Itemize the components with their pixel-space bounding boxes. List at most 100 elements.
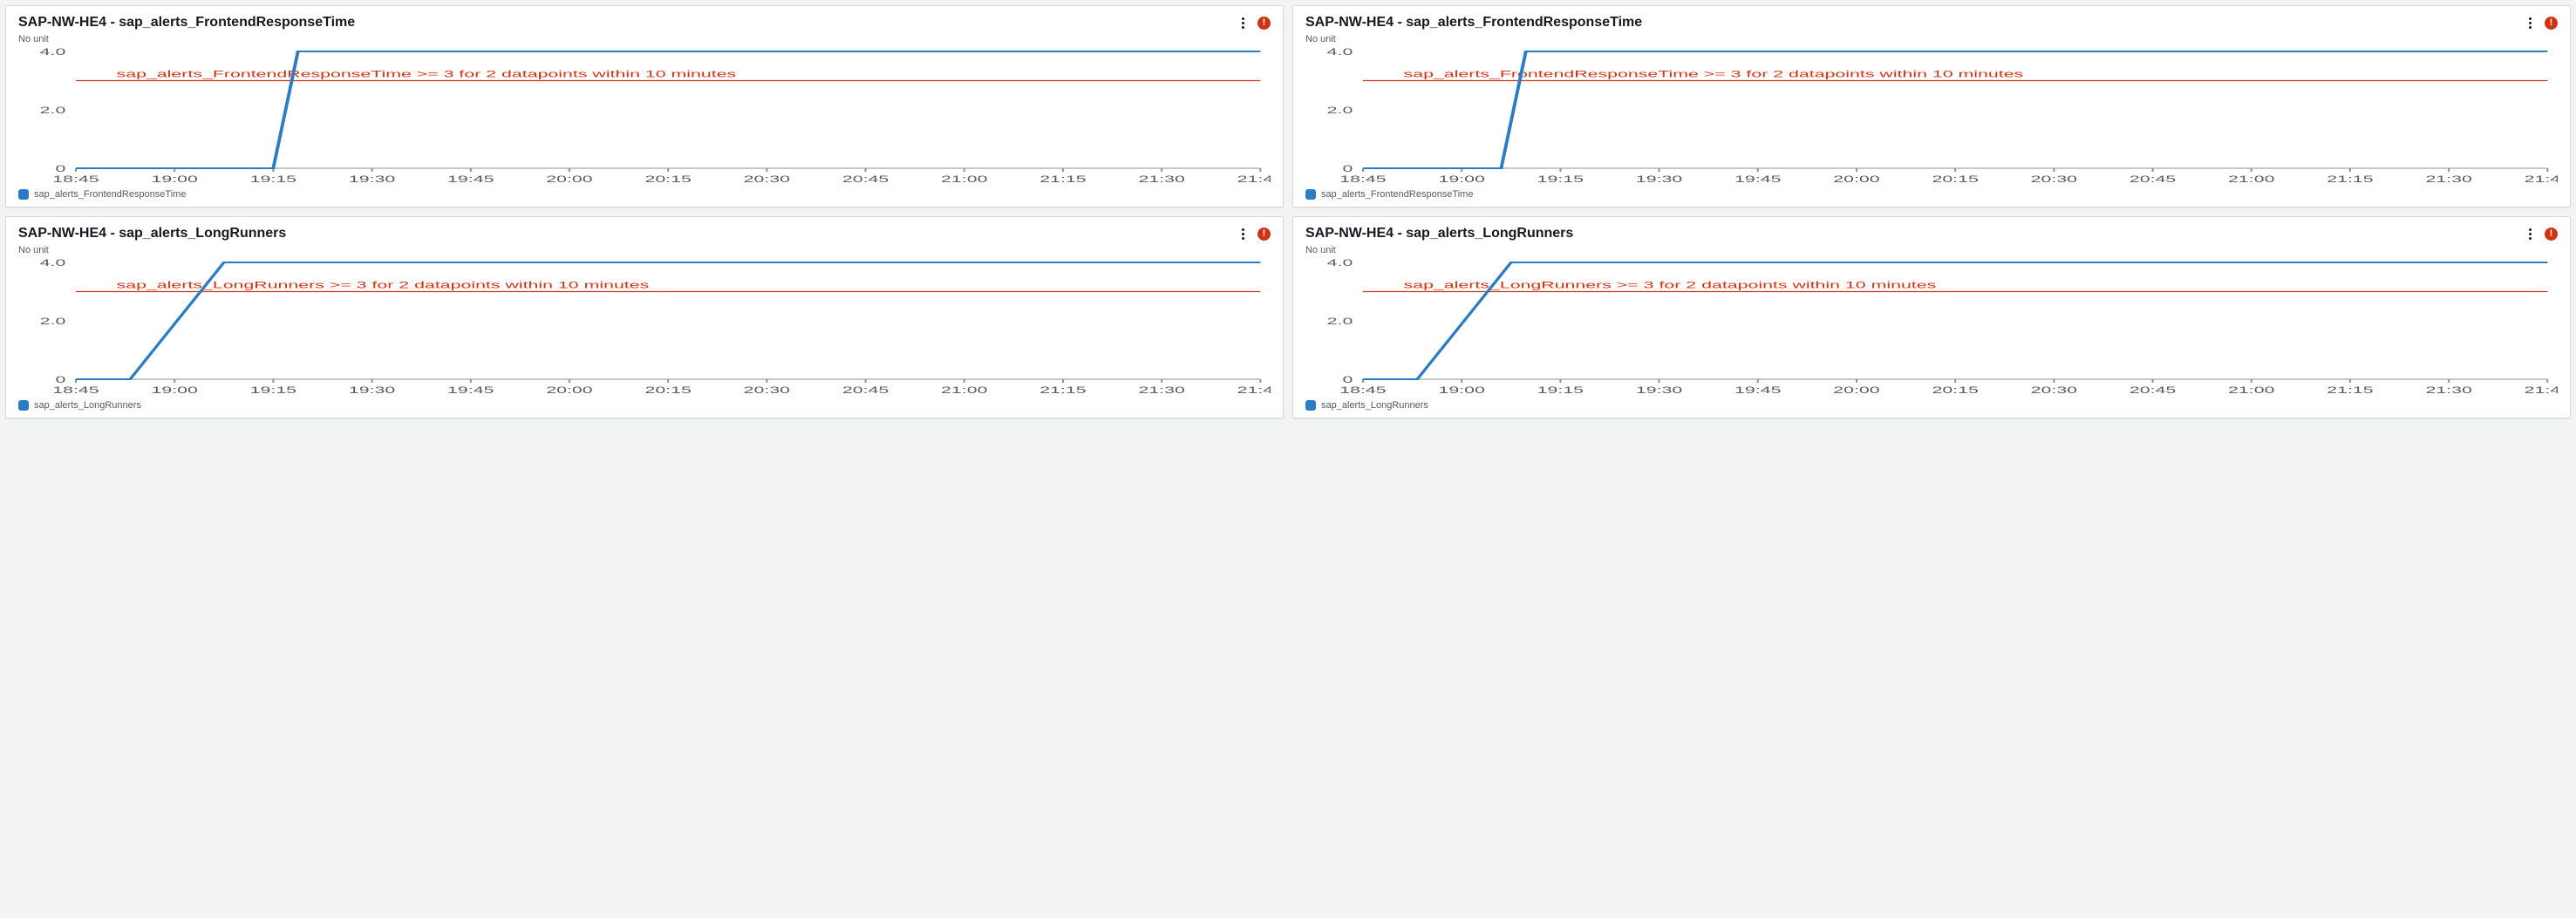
x-tick-label: 20:45 — [842, 173, 889, 184]
x-tick-label: 20:45 — [2130, 384, 2176, 395]
panel-actions: ! — [1237, 228, 1271, 241]
panel-title: SAP-NW-HE4 - sap_alerts_FrontendResponse… — [18, 15, 355, 31]
x-tick-label: 21:15 — [2327, 173, 2373, 184]
legend: sap_alerts_FrontendResponseTime — [1305, 189, 2558, 200]
panel-actions: ! — [2524, 228, 2558, 241]
chart-area: 02.04.018:4519:0019:1519:3019:4520:0020:… — [1305, 257, 2558, 397]
kebab-icon[interactable] — [1237, 17, 1249, 29]
legend: sap_alerts_LongRunners — [18, 400, 1271, 411]
x-tick-label: 20:30 — [2031, 384, 2077, 395]
x-tick-label: 21:15 — [1039, 384, 1086, 395]
x-tick-label: 19:30 — [1636, 173, 1682, 184]
x-tick-label: 19:45 — [447, 384, 494, 395]
threshold-label: sap_alerts_LongRunners >= 3 for 2 datapo… — [117, 280, 650, 290]
y-axis-subtitle: No unit — [1305, 245, 2558, 255]
x-tick-label: 20:15 — [644, 384, 691, 395]
threshold-label: sap_alerts_FrontendResponseTime >= 3 for… — [1404, 69, 2024, 79]
x-tick-label: 20:00 — [546, 173, 592, 184]
x-tick-label: 19:30 — [1636, 384, 1682, 395]
alert-icon[interactable]: ! — [1257, 228, 1271, 241]
x-tick-label: 20:15 — [1932, 384, 1978, 395]
x-tick-label: 19:00 — [151, 384, 197, 395]
panel-header: SAP-NW-HE4 - sap_alerts_FrontendResponse… — [18, 15, 1271, 31]
x-tick-label: 19:00 — [1438, 384, 1484, 395]
panel-title: SAP-NW-HE4 - sap_alerts_LongRunners — [1305, 226, 1573, 241]
x-tick-label: 21:30 — [2425, 384, 2471, 395]
dashboard-grid: SAP-NW-HE4 - sap_alerts_FrontendResponse… — [5, 5, 2571, 418]
kebab-icon[interactable] — [1237, 228, 1249, 240]
metric-panel: SAP-NW-HE4 - sap_alerts_FrontendResponse… — [1292, 5, 2571, 207]
y-tick-label: 2.0 — [40, 105, 66, 115]
chart-svg: 02.04.018:4519:0019:1519:3019:4520:0020:… — [1305, 46, 2558, 186]
kebab-icon[interactable] — [2524, 17, 2536, 29]
x-tick-label: 21:45 — [1237, 384, 1271, 395]
x-tick-label: 19:45 — [1734, 173, 1781, 184]
kebab-icon[interactable] — [2524, 228, 2536, 240]
panel-actions: ! — [1237, 17, 1271, 30]
x-tick-label: 20:30 — [744, 384, 790, 395]
x-tick-label: 19:30 — [349, 173, 395, 184]
panel-header: SAP-NW-HE4 - sap_alerts_LongRunners! — [1305, 226, 2558, 241]
y-axis-subtitle: No unit — [18, 34, 1271, 44]
x-tick-label: 19:15 — [1537, 173, 1584, 184]
x-tick-label: 19:45 — [447, 173, 494, 184]
alert-icon[interactable]: ! — [2545, 17, 2558, 30]
legend-swatch — [18, 400, 29, 411]
x-tick-label: 18:45 — [1339, 173, 1386, 184]
legend: sap_alerts_FrontendResponseTime — [18, 189, 1271, 200]
y-tick-label: 4.0 — [40, 46, 66, 57]
legend-swatch — [1305, 189, 1316, 200]
x-tick-label: 20:00 — [1833, 384, 1879, 395]
x-tick-label: 19:00 — [1438, 173, 1484, 184]
chart-svg: 02.04.018:4519:0019:1519:3019:4520:0020:… — [18, 46, 1271, 186]
y-tick-label: 4.0 — [40, 257, 66, 268]
x-tick-label: 21:30 — [1138, 384, 1184, 395]
y-tick-label: 2.0 — [1327, 316, 1353, 326]
x-tick-label: 18:45 — [1339, 384, 1386, 395]
y-tick-label: 0 — [55, 163, 65, 173]
x-tick-label: 19:15 — [250, 173, 296, 184]
x-tick-label: 21:00 — [2228, 173, 2274, 184]
chart-svg: 02.04.018:4519:0019:1519:3019:4520:0020:… — [18, 257, 1271, 397]
metric-panel: SAP-NW-HE4 - sap_alerts_LongRunners! No u… — [1292, 216, 2571, 418]
y-tick-label: 0 — [1342, 374, 1353, 384]
x-tick-label: 19:15 — [250, 384, 296, 395]
y-tick-label: 2.0 — [1327, 105, 1353, 115]
panel-title: SAP-NW-HE4 - sap_alerts_FrontendResponse… — [1305, 15, 1642, 31]
x-tick-label: 21:45 — [1237, 173, 1271, 184]
threshold-label: sap_alerts_FrontendResponseTime >= 3 for… — [117, 69, 737, 79]
chart-area: 02.04.018:4519:0019:1519:3019:4520:0020:… — [18, 257, 1271, 397]
x-tick-label: 20:30 — [744, 173, 790, 184]
x-tick-label: 19:30 — [349, 384, 395, 395]
x-tick-label: 21:15 — [1039, 173, 1086, 184]
y-tick-label: 0 — [55, 374, 65, 384]
x-tick-label: 20:45 — [842, 384, 889, 395]
x-tick-label: 21:00 — [941, 384, 987, 395]
x-tick-label: 21:00 — [2228, 384, 2274, 395]
metric-panel: SAP-NW-HE4 - sap_alerts_LongRunners! No u… — [5, 216, 1284, 418]
y-tick-label: 4.0 — [1327, 257, 1353, 268]
y-tick-label: 0 — [1342, 163, 1353, 173]
metric-panel: SAP-NW-HE4 - sap_alerts_FrontendResponse… — [5, 5, 1284, 207]
panel-header: SAP-NW-HE4 - sap_alerts_FrontendResponse… — [1305, 15, 2558, 31]
threshold-label: sap_alerts_LongRunners >= 3 for 2 datapo… — [1404, 280, 1937, 290]
alert-icon[interactable]: ! — [2545, 228, 2558, 241]
x-tick-label: 19:15 — [1537, 384, 1584, 395]
legend-swatch — [18, 189, 29, 200]
x-tick-label: 20:45 — [2130, 173, 2176, 184]
y-axis-subtitle: No unit — [18, 245, 1271, 255]
x-tick-label: 21:45 — [2525, 173, 2558, 184]
y-tick-label: 2.0 — [40, 316, 66, 326]
alert-icon[interactable]: ! — [1257, 17, 1271, 30]
chart-area: 02.04.018:4519:0019:1519:3019:4520:0020:… — [1305, 46, 2558, 186]
x-tick-label: 20:00 — [546, 384, 592, 395]
y-axis-subtitle: No unit — [1305, 34, 2558, 44]
panel-header: SAP-NW-HE4 - sap_alerts_LongRunners! — [18, 226, 1271, 241]
x-tick-label: 19:00 — [151, 173, 197, 184]
x-tick-label: 21:45 — [2525, 384, 2558, 395]
legend-label: sap_alerts_LongRunners — [34, 400, 141, 411]
y-tick-label: 4.0 — [1327, 46, 1353, 57]
panel-actions: ! — [2524, 17, 2558, 30]
x-tick-label: 21:30 — [2425, 173, 2471, 184]
legend: sap_alerts_LongRunners — [1305, 400, 2558, 411]
